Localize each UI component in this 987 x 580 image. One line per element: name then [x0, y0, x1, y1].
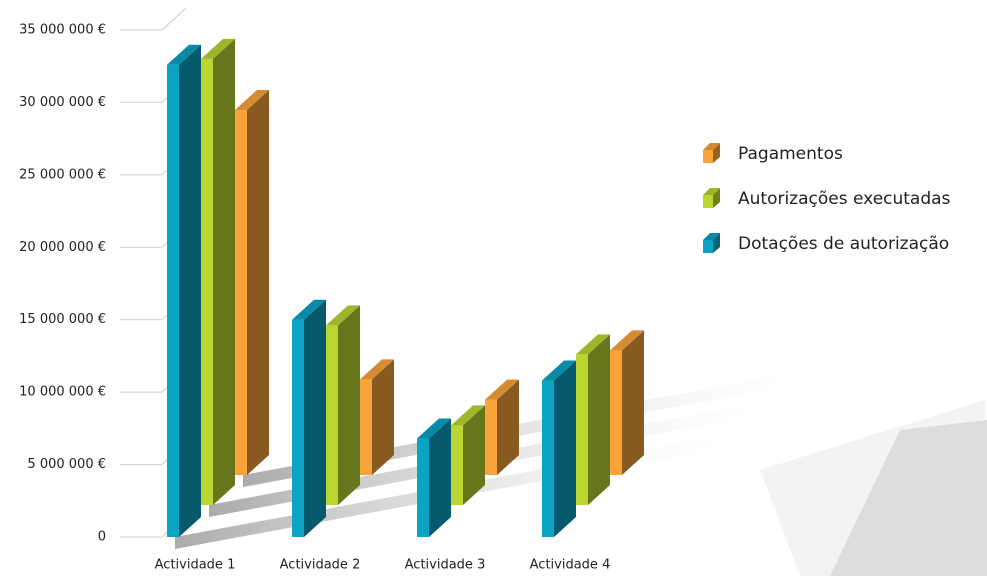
bar-front [576, 354, 588, 505]
bar-front [167, 64, 179, 537]
bar-top [326, 305, 360, 326]
bar [292, 299, 326, 537]
bar-front [610, 350, 622, 475]
bar [360, 359, 394, 475]
x-tick-label: Actividade 2 [280, 558, 361, 573]
y-tick-label: 15 000 000 € [19, 312, 106, 327]
bar [417, 418, 451, 537]
bar [542, 360, 576, 537]
y-tick-label: 30 000 000 € [19, 95, 106, 110]
plot: 0 5 000 000 € 10 000 000 € 15 000 000 € 20 0… [19, 7, 951, 573]
bar [610, 330, 644, 475]
bar-side [179, 44, 201, 537]
legend-item: Pagamentos [703, 143, 843, 164]
bar-front [235, 109, 247, 476]
bar-front [326, 325, 338, 505]
legend-swatch-side [713, 233, 720, 253]
legend-swatch [703, 195, 713, 208]
bar [167, 44, 201, 537]
bar-front [485, 399, 497, 475]
bar [326, 305, 360, 505]
bar-side [622, 330, 644, 475]
legend-label: Autorizações executadas [738, 189, 951, 209]
legend-swatch-side [713, 188, 720, 208]
bar-top [235, 89, 269, 110]
legend-label: Dotações de autorização [738, 234, 949, 254]
x-tick-label: Actividade 4 [530, 558, 611, 573]
legend-label: Pagamentos [738, 144, 843, 164]
bar-side [588, 334, 610, 505]
bar-side [554, 360, 576, 537]
bar [576, 334, 610, 505]
bar-top [201, 38, 235, 59]
bar-top [360, 359, 394, 380]
bar-side [213, 38, 235, 506]
bar-top [610, 330, 644, 351]
bar-top [485, 379, 519, 400]
bar-front [542, 380, 554, 537]
bar-side [497, 379, 519, 475]
bar [201, 38, 235, 506]
bar [485, 379, 519, 475]
legend-swatch-top [703, 188, 720, 195]
legend-swatch [703, 240, 713, 253]
bar-top [542, 360, 576, 381]
x-tick-label: Actividade 1 [155, 558, 236, 573]
photo [830, 420, 987, 576]
bar-side [304, 299, 326, 537]
bar-top [576, 334, 610, 355]
legend-swatch [703, 150, 713, 163]
legend-swatch-side [713, 143, 720, 163]
y-tick-label: 20 000 000 € [19, 240, 106, 255]
legend-swatch-top [703, 143, 720, 150]
bar-side [429, 418, 451, 537]
grid-line [161, 7, 187, 31]
legend-item: Dotações de autorização [703, 233, 949, 254]
bar-side [463, 405, 485, 505]
legend-item: Autorizações executadas [703, 188, 951, 209]
y-tick-label: 5 000 000 € [27, 457, 106, 472]
bar-front [201, 58, 213, 506]
bar-front [451, 425, 463, 505]
y-tick-label: 10 000 000 € [19, 385, 106, 400]
y-tick-label: 25 000 000 € [19, 167, 106, 182]
x-tick-label: Actividade 3 [405, 558, 486, 573]
y-tick-label: 0 [98, 530, 106, 545]
bar-side [247, 89, 269, 476]
y-tick-label: 35 000 000 € [19, 23, 106, 38]
bar-side [338, 305, 360, 505]
bar-side [372, 359, 394, 475]
bar [235, 89, 269, 476]
bar-front [360, 379, 372, 475]
bar-front [292, 319, 304, 537]
bar-front [417, 438, 429, 537]
bar-top [167, 44, 201, 65]
bar-top [417, 418, 451, 439]
bar [451, 405, 485, 505]
bar-top [292, 299, 326, 320]
legend-swatch-top [703, 233, 720, 240]
bar-top [451, 405, 485, 426]
